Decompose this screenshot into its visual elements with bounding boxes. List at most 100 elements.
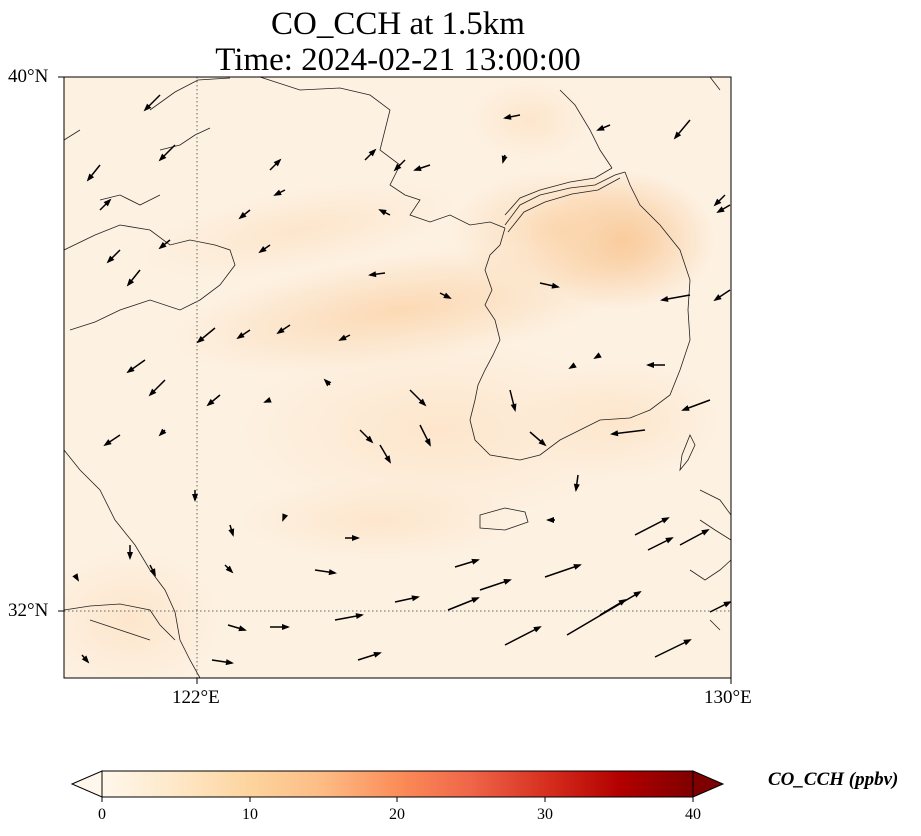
wind-arrowhead <box>573 564 582 570</box>
wind-arrowhead <box>501 155 508 164</box>
wind-arrow <box>504 626 541 646</box>
wind-arrow <box>654 639 691 658</box>
wind-arrowhead <box>673 131 682 140</box>
map-title-time: Time: 2024-02-21 13:00:00 <box>215 42 581 78</box>
wind-arrowhead <box>683 639 692 646</box>
wind-arrowhead <box>276 327 285 335</box>
wind-arrowhead <box>126 278 135 287</box>
colorbar-tick-20: 20 <box>389 806 405 823</box>
wind-arrowhead <box>338 334 347 341</box>
wind-arrowhead <box>701 529 710 536</box>
wind-arrowhead <box>192 494 198 502</box>
wind-arrowhead <box>196 335 205 344</box>
wind-arrowhead <box>538 438 547 447</box>
wind-arrowhead <box>573 483 580 492</box>
wind-arrowhead <box>206 398 215 407</box>
wind-arrowhead <box>158 428 167 437</box>
wind-arrowhead <box>368 148 377 157</box>
wind-arrowhead <box>713 198 722 207</box>
wind-arrowhead <box>510 403 517 412</box>
map-panel <box>58 76 732 684</box>
wind-arrowhead <box>127 552 133 560</box>
wind-arrowhead <box>596 124 605 131</box>
wind-arrowhead <box>143 103 152 112</box>
wind-arrowhead <box>661 517 670 524</box>
gridlines <box>64 77 731 678</box>
colorbar-tick-0: 0 <box>98 806 106 823</box>
wind-arrowhead <box>228 528 235 537</box>
wind-arrowhead <box>384 455 392 464</box>
wind-arrowhead <box>393 163 402 172</box>
map-title-variable: CO_CCH at 1.5km <box>271 6 525 42</box>
wind-arrowhead <box>238 625 247 632</box>
wind-arrowhead <box>158 241 167 250</box>
wind-arrowhead <box>378 209 387 216</box>
wind-arrowhead <box>633 590 642 598</box>
wind-arrowhead <box>593 352 602 360</box>
wind-arrowhead <box>660 295 669 302</box>
concentration-field <box>64 77 731 678</box>
wind-arrowhead <box>568 362 577 370</box>
map-frame <box>63 76 732 679</box>
wind-arrowhead <box>323 378 332 387</box>
wind-arrowhead <box>443 292 452 299</box>
lon-label-122e: 122°E <box>172 687 220 708</box>
wind-arrowhead <box>503 113 512 120</box>
colorbar-gradient <box>102 771 693 797</box>
wind-arrowhead <box>368 271 377 278</box>
wind-arrowhead <box>503 579 512 585</box>
wind-arrowhead <box>646 362 654 368</box>
wind-arrowhead <box>263 396 272 403</box>
wind-arrowhead <box>282 624 290 630</box>
wind-arrowhead <box>81 655 90 664</box>
wind-arrowhead <box>681 405 690 411</box>
wind-arrowhead <box>551 282 560 289</box>
wind-arrowhead <box>533 626 542 633</box>
wind-arrowhead <box>225 659 234 666</box>
colorbar-tick-40: 40 <box>685 806 701 823</box>
wind-arrowhead <box>471 597 480 604</box>
colorbar-label: CO_CCH (ppbv) <box>768 769 899 790</box>
wind-arrowhead <box>424 438 431 447</box>
wind-arrowhead <box>328 569 337 576</box>
wind-arrowhead <box>716 206 725 214</box>
wind-arrowhead <box>158 153 167 162</box>
wind-arrowhead <box>610 430 619 437</box>
wind-arrowhead <box>106 255 115 264</box>
wind-arrowhead <box>149 568 156 577</box>
wind-arrowhead <box>282 513 289 522</box>
wind-arrowhead <box>546 517 554 523</box>
wind-arrowhead <box>723 601 731 608</box>
wind-arrowhead <box>413 165 422 171</box>
wind-arrowhead <box>86 173 95 182</box>
wind-arrowhead <box>236 332 245 340</box>
colorbar-tick-30: 30 <box>537 806 553 823</box>
wind-arrowhead <box>225 565 234 574</box>
wind-arrowhead <box>665 537 674 544</box>
wind-arrowhead <box>258 246 267 254</box>
wind-arrow <box>634 517 669 536</box>
lon-label-130e: 130°E <box>704 687 752 708</box>
wind-arrow <box>544 564 581 578</box>
wind-arrowhead <box>103 198 112 207</box>
colorbar-extend-min <box>70 770 103 798</box>
wind-arrowhead <box>411 595 420 602</box>
wind-arrowhead <box>72 573 80 582</box>
wind-arrowhead <box>148 388 157 397</box>
wind-arrowhead <box>355 613 364 620</box>
wind-arrowhead <box>103 439 112 447</box>
wind-arrowhead <box>373 651 382 658</box>
wind-arrowhead <box>273 158 282 167</box>
lat-label-40n: 40°N <box>8 66 49 87</box>
wind-arrowhead <box>418 398 427 407</box>
colorbar-tick-10: 10 <box>242 806 258 823</box>
wind-vectors <box>72 94 731 666</box>
colorbar-extend-max <box>692 770 725 798</box>
lat-label-32n: 32°N <box>8 600 49 621</box>
wind-arrowhead <box>713 294 722 302</box>
wind-arrowhead <box>126 366 135 374</box>
wind-arrowhead <box>238 211 247 220</box>
wind-arrowhead <box>365 435 374 444</box>
wind-arrowhead <box>273 189 282 196</box>
wind-arrowhead <box>618 598 627 606</box>
